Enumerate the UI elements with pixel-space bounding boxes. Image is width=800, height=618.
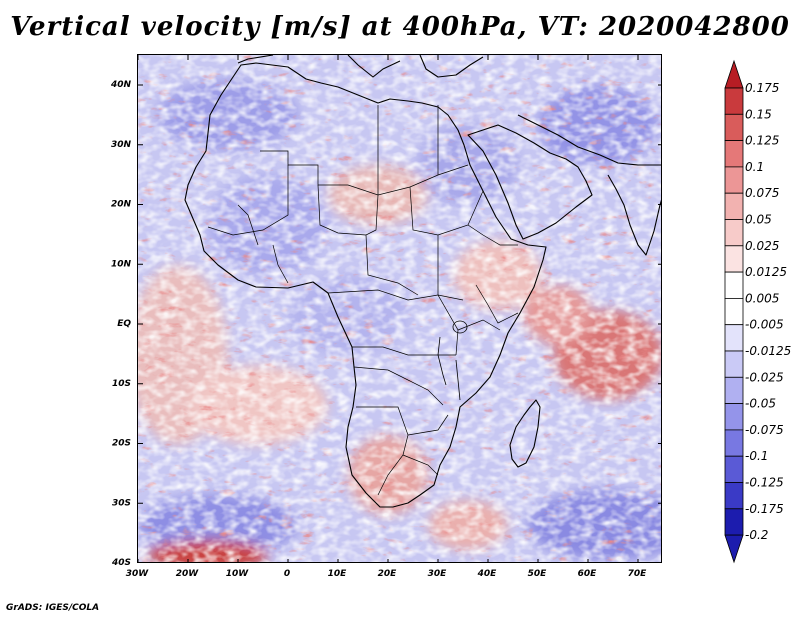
colorbar-label: -0.075 bbox=[745, 423, 784, 437]
india-coast bbox=[607, 174, 661, 256]
lat-label: EQ bbox=[117, 319, 131, 329]
lat-label: 20S bbox=[112, 439, 131, 449]
madagascar bbox=[509, 399, 541, 468]
colorbar-label: 0.0125 bbox=[745, 265, 787, 279]
lon-label: 30E bbox=[428, 569, 448, 579]
lon-label: 60E bbox=[578, 569, 598, 579]
colorbar-label: -0.0125 bbox=[745, 344, 791, 358]
colorbar-swatch bbox=[724, 350, 744, 378]
lat-label: 40S bbox=[111, 558, 131, 568]
colorbar-label: 0.025 bbox=[745, 239, 779, 253]
velocity-field-map bbox=[138, 55, 661, 562]
colorbar-swatch bbox=[724, 245, 744, 273]
colorbar-swatch bbox=[724, 271, 744, 299]
colorbar-swatch bbox=[724, 429, 744, 457]
lat-label: 10N bbox=[111, 259, 132, 269]
colorbar-swatch bbox=[724, 324, 744, 352]
arabian-peninsula bbox=[467, 124, 593, 240]
graticule-ticks bbox=[138, 55, 661, 562]
colorbar-bottom-arrow bbox=[724, 534, 744, 564]
country-borders bbox=[207, 105, 519, 496]
colorbar-swatch bbox=[724, 508, 744, 536]
colorbar-swatch bbox=[724, 219, 744, 247]
colorbar-swatch bbox=[724, 140, 744, 168]
colorbar-label: -0.005 bbox=[745, 318, 784, 332]
colorbar-swatch bbox=[724, 455, 744, 483]
colorbar-label: -0.175 bbox=[745, 502, 784, 516]
lon-label: 10E bbox=[328, 569, 348, 579]
lon-label: 20E bbox=[378, 569, 398, 579]
field-texture-neutral bbox=[138, 55, 661, 562]
colorbar-swatch bbox=[724, 297, 744, 326]
lat-label: 30N bbox=[111, 140, 132, 150]
colorbar-label: -0.2 bbox=[745, 528, 768, 542]
lon-label: 50E bbox=[528, 569, 548, 579]
lat-label: 40N bbox=[110, 80, 132, 90]
colorbar-swatch bbox=[724, 482, 744, 510]
colorbar-label: 0.075 bbox=[745, 186, 779, 200]
map-title: Vertical velocity [m/s] at 400hPa, VT: 2… bbox=[10, 12, 790, 42]
colorbar-label: 0.1 bbox=[745, 160, 764, 174]
lat-label: 30S bbox=[112, 498, 131, 508]
grads-credit: GrADS: IGES/COLA bbox=[6, 603, 100, 613]
colorbar-label: -0.025 bbox=[745, 370, 784, 384]
lon-label: 0 bbox=[284, 569, 290, 579]
africa-coastline bbox=[184, 62, 547, 508]
colorbar-top-arrow bbox=[724, 59, 744, 89]
colorbar: 0.175 0.15 0.125 0.1 0.075 0.05 0.025 0.0125 0.0… bbox=[724, 59, 791, 564]
colorbar-swatch bbox=[724, 113, 744, 141]
colorbar-swatch bbox=[724, 192, 744, 220]
europe-coast bbox=[237, 55, 484, 78]
lat-label: 10S bbox=[112, 379, 131, 389]
colorbar-label: 0.125 bbox=[745, 134, 779, 148]
lat-label: 20N bbox=[111, 200, 132, 210]
iran-coast bbox=[517, 114, 661, 166]
colorbar-label: -0.05 bbox=[745, 397, 776, 411]
colorbar-swatch bbox=[724, 87, 744, 115]
lon-label: 20W bbox=[176, 569, 200, 579]
lon-label: 10W bbox=[226, 569, 250, 579]
map-panel bbox=[137, 54, 662, 563]
colorbar-swatch bbox=[724, 403, 744, 431]
colorbar-label: -0.125 bbox=[745, 476, 784, 490]
lon-label: 40E bbox=[477, 569, 498, 579]
lon-label: 30W bbox=[126, 569, 150, 579]
colorbar-label: 0.175 bbox=[745, 81, 779, 95]
lon-label: 70E bbox=[628, 569, 648, 579]
colorbar-label: 0.15 bbox=[745, 107, 772, 121]
colorbar-label: 0.005 bbox=[745, 291, 779, 305]
colorbar-swatch bbox=[724, 376, 744, 404]
lakes bbox=[437, 320, 468, 401]
coastlines bbox=[184, 55, 661, 508]
colorbar-label: -0.1 bbox=[745, 449, 768, 463]
colorbar-label: 0.05 bbox=[745, 213, 772, 227]
colorbar-swatch bbox=[724, 166, 744, 194]
